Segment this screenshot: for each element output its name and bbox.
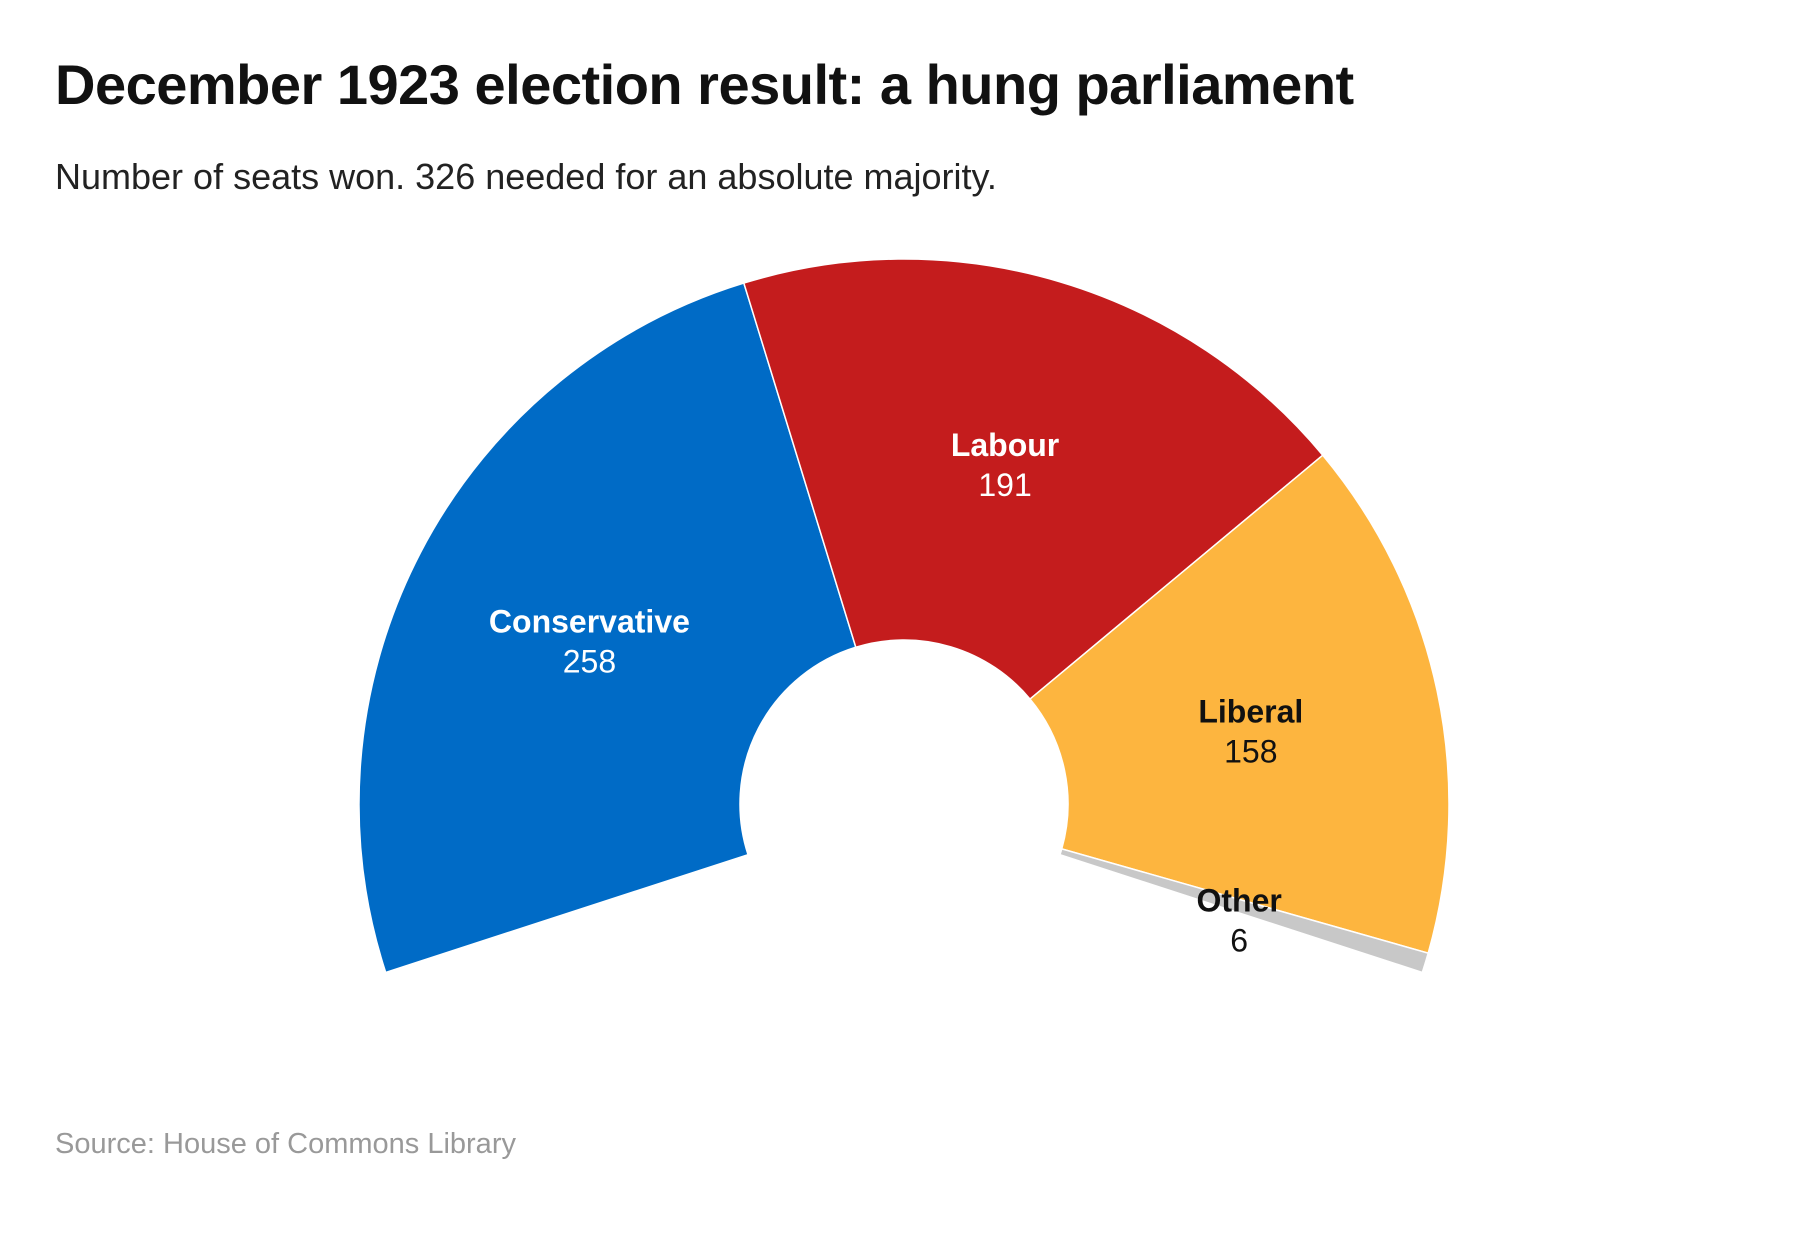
wedge-liberal bbox=[1028, 454, 1450, 955]
label-value-liberal: 158 bbox=[1224, 734, 1277, 770]
wedge-labour bbox=[742, 258, 1324, 701]
label-name-conservative: Conservative bbox=[489, 604, 690, 640]
chart-subtitle: Number of seats won. 326 needed for an a… bbox=[55, 156, 997, 197]
wedge-other bbox=[1059, 847, 1430, 974]
label-value-other: 6 bbox=[1230, 922, 1248, 958]
label-name-liberal: Liberal bbox=[1198, 694, 1303, 730]
source-note: Source: House of Commons Library bbox=[55, 1128, 516, 1160]
wedge-conservative bbox=[358, 282, 857, 974]
chart-title: December 1923 election result: a hung pa… bbox=[55, 53, 1354, 116]
label-value-conservative: 258 bbox=[563, 644, 616, 680]
label-value-labour: 191 bbox=[978, 467, 1031, 503]
label-name-other: Other bbox=[1197, 882, 1282, 918]
label-name-labour: Labour bbox=[951, 427, 1059, 463]
